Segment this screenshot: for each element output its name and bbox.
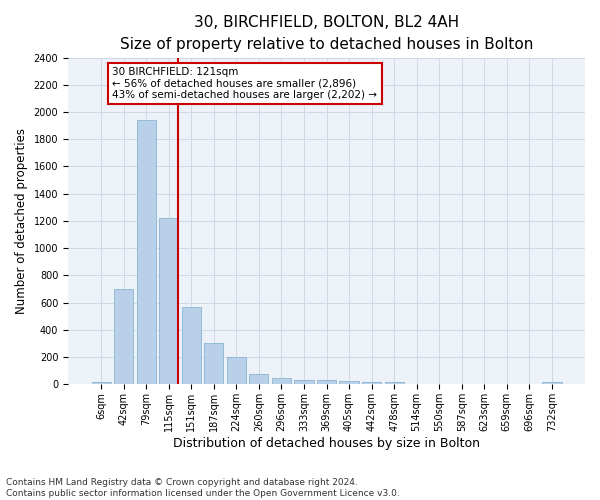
Bar: [385, 382, 404, 384]
X-axis label: Distribution of detached houses by size in Bolton: Distribution of detached houses by size …: [173, 437, 480, 450]
Bar: [182, 307, 201, 384]
Bar: [137, 120, 156, 384]
Bar: [317, 380, 336, 384]
Text: Contains HM Land Registry data © Crown copyright and database right 2024.
Contai: Contains HM Land Registry data © Crown c…: [6, 478, 400, 498]
Title: 30, BIRCHFIELD, BOLTON, BL2 4AH
Size of property relative to detached houses in : 30, BIRCHFIELD, BOLTON, BL2 4AH Size of …: [120, 15, 533, 52]
Bar: [362, 382, 381, 384]
Bar: [204, 343, 223, 384]
Bar: [159, 218, 178, 384]
Bar: [295, 380, 314, 384]
Bar: [542, 382, 562, 384]
Bar: [92, 382, 110, 384]
Bar: [250, 374, 268, 384]
Bar: [272, 378, 291, 384]
Y-axis label: Number of detached properties: Number of detached properties: [15, 128, 28, 314]
Bar: [227, 357, 246, 384]
Text: 30 BIRCHFIELD: 121sqm
← 56% of detached houses are smaller (2,896)
43% of semi-d: 30 BIRCHFIELD: 121sqm ← 56% of detached …: [112, 67, 377, 100]
Bar: [114, 289, 133, 384]
Bar: [340, 381, 359, 384]
